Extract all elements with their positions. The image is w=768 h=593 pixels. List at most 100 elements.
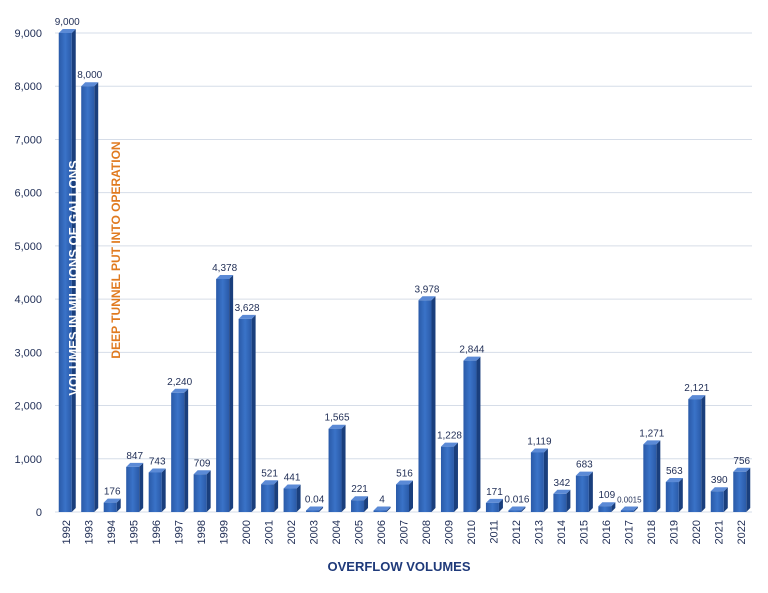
x-tick-label-2008: 2008 bbox=[421, 520, 433, 544]
x-tick-label-2005: 2005 bbox=[354, 520, 366, 544]
x-tick-label-2000: 2000 bbox=[241, 520, 253, 544]
x-tick-label-2015: 2015 bbox=[578, 520, 590, 544]
bar-front bbox=[688, 399, 702, 512]
y-axis-ticks: 0 1,000 2,000 3,000 4,000 5,000 6,000 7,000 8,00… bbox=[14, 28, 42, 519]
bar-front bbox=[530, 452, 544, 512]
bar-side bbox=[746, 467, 751, 512]
bar-front bbox=[171, 392, 185, 512]
bar-top bbox=[598, 502, 616, 507]
data-label-2017: 0.0015 bbox=[617, 496, 642, 505]
bar-front bbox=[463, 360, 477, 512]
bar-top bbox=[81, 82, 99, 87]
bar-1996 bbox=[148, 468, 166, 512]
x-tick-label-2019: 2019 bbox=[668, 520, 680, 544]
bar-2020 bbox=[688, 395, 706, 512]
bar-top bbox=[710, 487, 728, 492]
bar-top bbox=[733, 467, 751, 472]
data-label-2009: 1,228 bbox=[437, 431, 462, 442]
bar-side bbox=[116, 498, 121, 512]
bar-side bbox=[341, 424, 346, 512]
bar-side bbox=[543, 448, 548, 512]
x-tick-label-2021: 2021 bbox=[713, 520, 725, 544]
x-tick-label-2003: 2003 bbox=[309, 520, 321, 544]
bar-front bbox=[440, 446, 454, 512]
x-tick-label-1999: 1999 bbox=[219, 520, 231, 544]
bar-top bbox=[665, 478, 683, 483]
x-tick-label-2017: 2017 bbox=[623, 520, 635, 544]
bar-2000 bbox=[238, 314, 256, 512]
bar-side bbox=[386, 506, 391, 512]
data-label-1998: 709 bbox=[194, 458, 211, 469]
data-label-2003: 0.04 bbox=[305, 495, 325, 506]
data-label-1992: 9,000 bbox=[55, 17, 80, 28]
bar-2019 bbox=[665, 478, 683, 512]
bar-2006 bbox=[373, 506, 391, 512]
bar-side bbox=[229, 274, 234, 512]
bar-side bbox=[588, 471, 593, 512]
y-tick-label: 3,000 bbox=[14, 347, 42, 359]
bar-front bbox=[351, 500, 365, 512]
bar-top bbox=[575, 471, 593, 476]
data-label-2002: 441 bbox=[284, 473, 301, 484]
bar-2007 bbox=[396, 480, 413, 512]
data-label-2007: 516 bbox=[396, 469, 413, 480]
bar-front bbox=[238, 318, 252, 512]
data-label-1997: 2,240 bbox=[167, 377, 192, 388]
bar-2018 bbox=[643, 440, 661, 512]
bar-side bbox=[723, 487, 728, 512]
bar-2002 bbox=[283, 484, 301, 512]
y-axis-title: VOLUMES IN MILLIONS OF GALLONS bbox=[66, 160, 81, 396]
x-tick-label-2018: 2018 bbox=[646, 520, 658, 544]
bar-top bbox=[238, 314, 256, 319]
bar-top bbox=[216, 274, 234, 279]
bar-top bbox=[396, 480, 413, 485]
bar-side bbox=[206, 470, 211, 512]
x-tick-label-2007: 2007 bbox=[399, 520, 411, 544]
x-tick-label-1997: 1997 bbox=[174, 520, 186, 544]
bar-front bbox=[81, 86, 95, 512]
data-label-2006: 4 bbox=[379, 495, 385, 506]
bar-2022 bbox=[733, 467, 751, 512]
bar-side bbox=[296, 484, 301, 512]
x-tick-label-2011: 2011 bbox=[488, 520, 500, 544]
data-label-2015: 683 bbox=[576, 460, 593, 471]
x-tick-label-2016: 2016 bbox=[601, 520, 613, 544]
bar-top bbox=[306, 506, 324, 511]
bar-front bbox=[553, 493, 567, 512]
bar-2003 bbox=[306, 506, 324, 512]
x-tick-label-2014: 2014 bbox=[556, 520, 568, 544]
bar-top bbox=[126, 462, 144, 467]
bar-2004 bbox=[328, 424, 346, 512]
bar-top bbox=[261, 480, 279, 485]
x-tick-label-2022: 2022 bbox=[736, 520, 748, 544]
x-tick-label-2013: 2013 bbox=[533, 520, 545, 544]
bar-side bbox=[611, 502, 616, 512]
bar-front bbox=[733, 471, 747, 512]
y-tick-label: 6,000 bbox=[14, 188, 42, 200]
bar-1994 bbox=[103, 498, 121, 512]
y-tick-label: 9,000 bbox=[14, 28, 42, 40]
bar-1999 bbox=[216, 274, 234, 512]
y-tick-label: 5,000 bbox=[14, 241, 42, 253]
bar-front bbox=[193, 474, 207, 512]
bar-2010 bbox=[463, 356, 481, 512]
bar-front bbox=[373, 510, 387, 512]
bar-1995 bbox=[126, 462, 144, 512]
bar-front bbox=[328, 428, 342, 512]
x-tick-label-1993: 1993 bbox=[84, 520, 96, 544]
bar-2017 bbox=[620, 506, 638, 512]
data-label-2000: 3,628 bbox=[235, 303, 260, 314]
bar-front bbox=[283, 488, 297, 512]
bar-side bbox=[521, 506, 526, 512]
bar-top bbox=[103, 498, 121, 503]
y-tick-label: 4,000 bbox=[14, 294, 42, 306]
bar-side bbox=[251, 314, 256, 512]
bar-front bbox=[665, 482, 679, 512]
bar-top bbox=[553, 489, 571, 494]
bar-front bbox=[58, 33, 72, 512]
bar-front bbox=[216, 278, 230, 512]
data-label-1994: 176 bbox=[104, 487, 121, 498]
x-tick-label-2010: 2010 bbox=[466, 520, 478, 544]
bar-front bbox=[620, 510, 634, 512]
